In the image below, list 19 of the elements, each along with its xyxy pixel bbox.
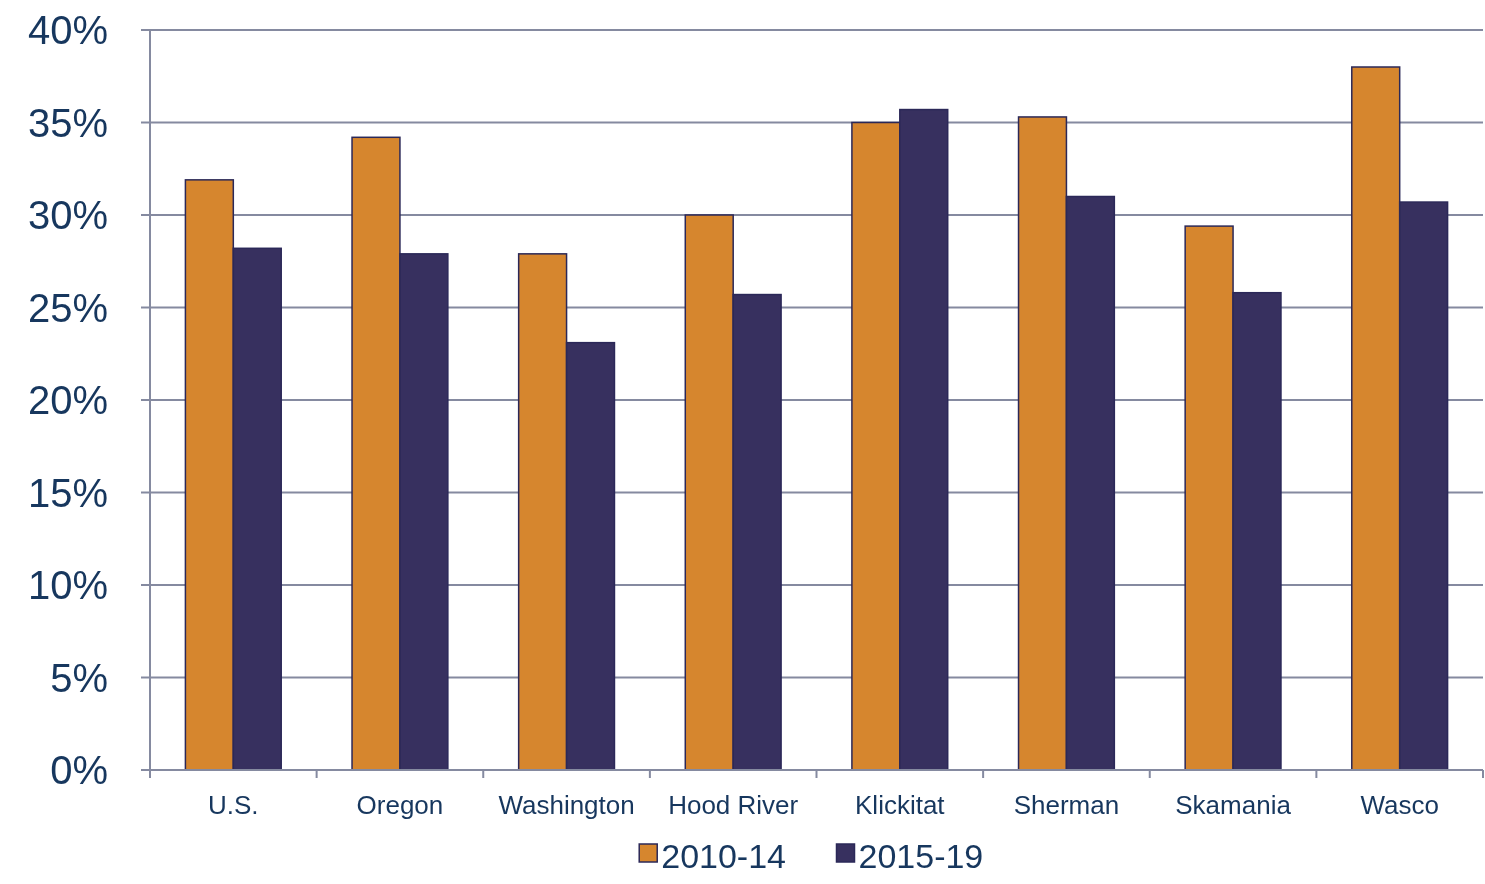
x-tick-label: Klickitat bbox=[855, 790, 946, 820]
y-tick-label: 10% bbox=[27, 563, 108, 608]
y-tick-label: 15% bbox=[27, 470, 108, 515]
legend-label: 2015-19 bbox=[858, 837, 984, 875]
y-tick-label: 40% bbox=[27, 8, 108, 53]
y-tick-label: 25% bbox=[27, 285, 108, 330]
y-tick-label: 0% bbox=[50, 748, 108, 793]
x-tick-label: Hood River bbox=[668, 790, 799, 820]
y-tick-label: 20% bbox=[27, 378, 108, 423]
y-tick-label: 5% bbox=[50, 655, 108, 700]
x-tick-label: Wasco bbox=[1360, 790, 1439, 820]
x-tick-label: Sherman bbox=[1013, 790, 1120, 820]
y-tick-label: 35% bbox=[27, 100, 108, 145]
x-tick-label: Washington bbox=[498, 790, 635, 820]
y-tick-label: 30% bbox=[27, 193, 108, 238]
legend-label: 2010-14 bbox=[661, 837, 786, 875]
x-tick-label: Oregon bbox=[356, 790, 444, 820]
x-tick-label: U.S. bbox=[208, 790, 259, 820]
x-tick-label: Skamania bbox=[1175, 790, 1292, 820]
